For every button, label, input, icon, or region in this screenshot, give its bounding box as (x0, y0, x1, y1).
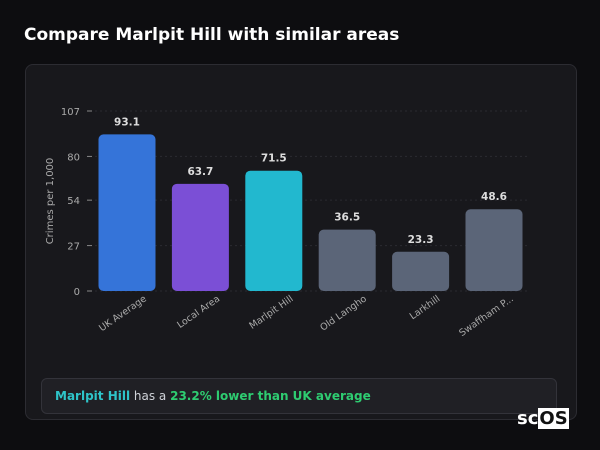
x-tick-label: Local Area (175, 293, 222, 330)
watermark-logo: scOS (517, 408, 569, 429)
bar-value-label: 63.7 (187, 166, 213, 178)
y-tick-label: 27 (67, 242, 80, 253)
bar-value-label: 48.6 (481, 191, 507, 203)
summary-area: Marlpit Hill (55, 389, 131, 403)
x-tick-label: Swaffham P... (457, 293, 515, 338)
page-title: Compare Marlpit Hill with similar areas (24, 25, 400, 45)
bar-0 (98, 134, 156, 291)
x-tick-label: Old Langho (318, 293, 369, 333)
bar-1 (171, 183, 229, 291)
x-tick-label: Marlpit Hill (247, 293, 295, 331)
watermark-text-boxed: OS (538, 408, 569, 429)
bar-value-label: 93.1 (114, 116, 140, 128)
bar-value-label: 71.5 (261, 153, 287, 165)
bar-value-label: 36.5 (334, 212, 360, 224)
bar-5 (465, 209, 523, 291)
y-tick-label: 54 (67, 196, 80, 207)
y-tick-label: 0 (74, 287, 80, 298)
summary-highlight: 23.2% lower than UK average (170, 389, 371, 403)
y-axis-label: Crimes per 1,000 (45, 158, 56, 245)
summary-box: Marlpit Hill has a 23.2% lower than UK a… (41, 378, 557, 414)
y-tick-label: 80 (67, 152, 80, 163)
bar-4 (392, 251, 450, 291)
watermark-text: sc (517, 408, 539, 429)
bar-3 (318, 229, 376, 291)
summary-text: has a (130, 389, 171, 403)
x-tick-label: Larkhill (408, 293, 443, 322)
bar-value-label: 23.3 (408, 234, 434, 246)
y-tick-label: 107 (61, 107, 80, 118)
x-tick-label: UK Average (97, 293, 149, 334)
bar-2 (245, 170, 303, 291)
